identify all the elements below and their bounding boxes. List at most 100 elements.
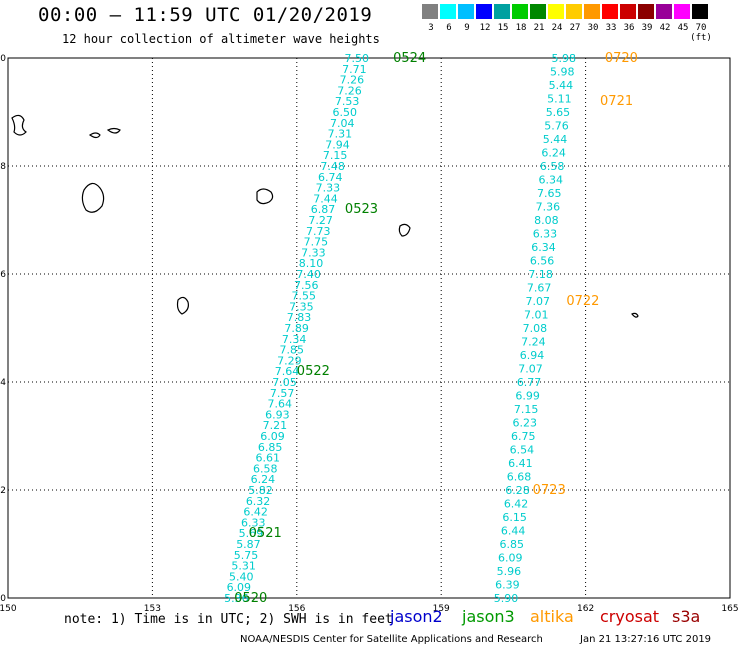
y-tick-label: 8	[0, 162, 6, 172]
time-label: 0522	[297, 364, 330, 379]
y-tick-label: 2	[0, 486, 6, 496]
legend-label: 36	[623, 23, 635, 33]
swh-point: 7.31	[328, 128, 353, 141]
swh-point: 6.87	[311, 203, 336, 216]
swh-point: 7.26	[340, 74, 365, 87]
satellite-jason3: jason3	[462, 607, 515, 626]
island-outline	[106, 127, 121, 134]
credit-line: NOAA/NESDIS Center for Satellite Applica…	[240, 634, 543, 645]
swh-point: 6.34	[538, 174, 563, 187]
swh-point: 5.36	[224, 592, 249, 605]
chart-title: 00:00 – 11:59 UTC 01/20/2019	[38, 4, 373, 26]
legend-label: 27	[569, 23, 581, 33]
y-tick-label: 6	[0, 270, 6, 280]
swh-point: 7.48	[320, 160, 345, 173]
swh-point: 7.64	[267, 398, 292, 411]
legend-label: 30	[587, 23, 599, 33]
time-label: 0722	[566, 294, 599, 309]
island-outline	[631, 312, 639, 318]
swh-point: 7.33	[301, 246, 326, 259]
legend-label: 18	[515, 23, 527, 33]
time-label: 0723	[533, 483, 566, 498]
swh-point: 6.77	[517, 376, 542, 389]
swh-point: 7.71	[342, 63, 367, 76]
swh-point: 6.54	[510, 444, 535, 457]
legend-swatch	[512, 4, 528, 19]
satellite-jason2: jason2	[390, 607, 443, 626]
swh-point: 6.50	[332, 106, 357, 119]
generation-timestamp: Jan 21 13:27:16 UTC 2019	[580, 634, 712, 645]
swh-point: 6.61	[255, 452, 280, 465]
legend-swatch	[692, 4, 708, 19]
time-label: 0520	[234, 591, 267, 606]
island-outline	[256, 188, 274, 205]
swh-point: 7.73	[306, 225, 331, 238]
swh-point: 5.98	[550, 66, 575, 79]
swh-point: 6.33	[533, 228, 558, 241]
swh-point: 6.34	[531, 241, 556, 254]
swh-point: 7.65	[537, 187, 562, 200]
legend-swatch	[638, 4, 654, 19]
time-label: 0523	[345, 202, 378, 217]
legend-swatch	[548, 4, 564, 19]
swh-point: 5.82	[248, 484, 273, 497]
swh-point: 7.34	[282, 333, 307, 346]
legend-swatch	[602, 4, 618, 19]
legend-swatch	[656, 4, 672, 19]
swh-point: 7.64	[275, 365, 300, 378]
swh-point: 6.58	[540, 160, 565, 173]
swh-point: 5.90	[494, 592, 519, 605]
x-tick-label: 165	[721, 604, 738, 614]
swh-point: 5.75	[234, 549, 259, 562]
swh-point: 5.44	[549, 79, 574, 92]
legend-label: 24	[551, 23, 563, 33]
legend-label: 33	[605, 23, 617, 33]
swh-point: 7.27	[308, 214, 333, 227]
swh-point: 7.05	[272, 376, 297, 389]
swh-point: 6.94	[520, 349, 545, 362]
legend-label: 21	[533, 23, 545, 33]
swh-point: 7.33	[316, 182, 341, 195]
swh-point: 7.50	[345, 52, 370, 65]
swh-point: 6.24	[541, 147, 566, 160]
swh-point: 6.39	[495, 579, 520, 592]
legend-swatch	[584, 4, 600, 19]
island-outline	[81, 182, 105, 213]
swh-point: 5.76	[544, 120, 569, 133]
swh-point: 6.56	[530, 255, 555, 268]
legend-swatch	[530, 4, 546, 19]
legend-swatch	[440, 4, 456, 19]
swh-point: 7.85	[280, 344, 305, 357]
swh-point: 7.15	[514, 403, 539, 416]
swh-point: 7.40	[296, 268, 321, 281]
satellite-cryosat: cryosat	[600, 607, 660, 626]
legend-swatch	[566, 4, 582, 19]
data-points: 7.507.717.267.267.536.507.047.317.947.15…	[224, 51, 638, 606]
x-tick-label: 156	[288, 604, 305, 614]
swh-point: 7.18	[528, 268, 553, 281]
swh-point: 7.83	[287, 311, 312, 324]
swh-point: 7.26	[337, 84, 362, 97]
legend-swatch	[674, 4, 690, 19]
swh-point: 6.68	[507, 471, 532, 484]
island-outlines	[11, 114, 639, 318]
legend-label: 70 (ft)	[690, 23, 712, 43]
satellite-s3a: s3a	[672, 607, 701, 626]
y-tick-label: 4	[0, 378, 6, 388]
legend-label: 9	[464, 23, 470, 33]
swh-point: 6.09	[498, 552, 523, 565]
swh-point: 6.23	[512, 417, 537, 430]
swh-point: 6.41	[508, 457, 533, 470]
swh-point: 6.32	[246, 495, 271, 508]
swh-point: 7.67	[527, 282, 552, 295]
swh-point: 5.69	[239, 527, 264, 540]
island-outline	[176, 296, 189, 315]
swh-point: 8.10	[299, 257, 324, 270]
time-label: 0521	[249, 526, 282, 541]
swh-point: 7.04	[330, 117, 355, 130]
swh-point: 7.35	[289, 300, 314, 313]
swh-point: 6.33	[241, 516, 266, 529]
swh-point: 5.40	[229, 570, 254, 583]
legend-label: 42	[659, 23, 671, 33]
satellite-altika: altika	[530, 607, 574, 626]
